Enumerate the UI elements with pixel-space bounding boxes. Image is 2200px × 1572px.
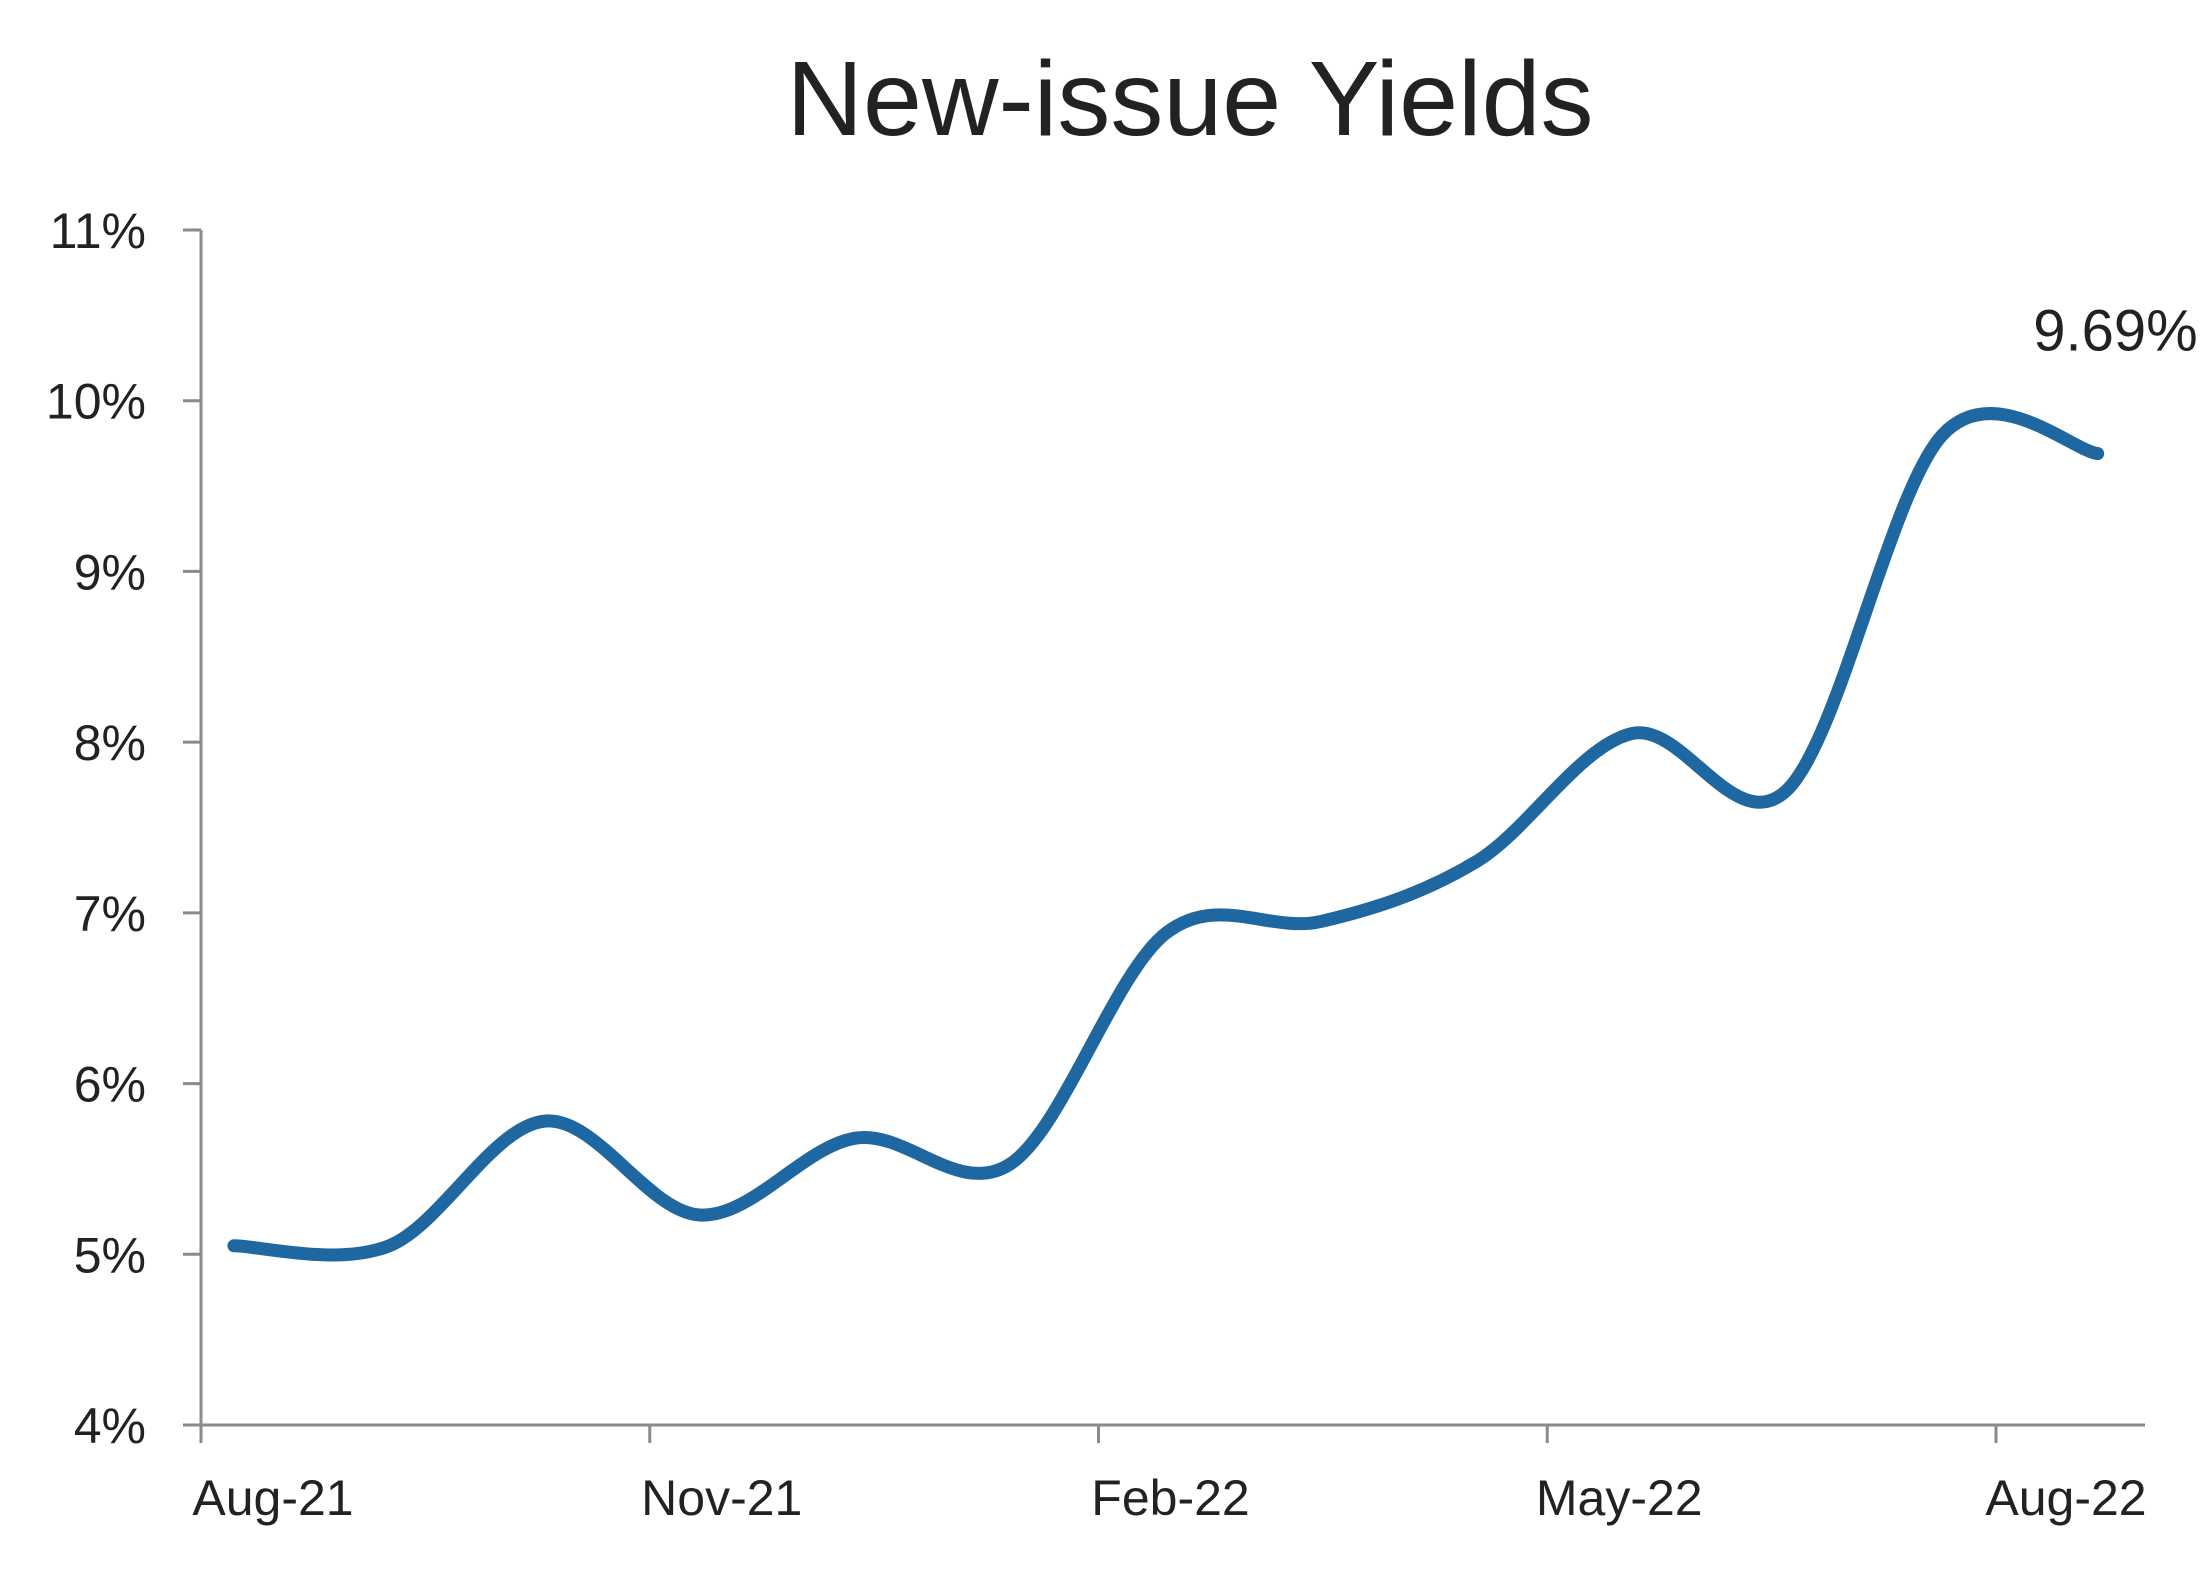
data-label: 9.69%	[2033, 299, 2197, 364]
series-group	[227, 407, 2105, 1262]
y-tick-label: 11%	[50, 203, 146, 259]
x-tick-label: Feb-22	[1091, 1470, 1249, 1526]
x-tick-label: May-22	[1536, 1470, 1703, 1526]
y-axis-ticks: 4% 5% 6% 7% 8% 9% 10% 11%	[46, 203, 201, 1454]
y-tick-label: 7%	[74, 886, 146, 942]
series-line	[227, 407, 2105, 1262]
y-tick-label: 8%	[74, 715, 146, 771]
annotation-group: 9.69%	[2033, 299, 2197, 364]
y-tick-label: 5%	[74, 1227, 146, 1283]
y-tick-label: 9%	[74, 544, 146, 600]
y-tick-label: 6%	[74, 1057, 146, 1113]
y-tick-label: 4%	[74, 1398, 146, 1454]
y-tick-label: 10%	[46, 374, 146, 430]
chart-title: New-issue Yields	[786, 40, 1593, 158]
x-tick-label: Nov-21	[641, 1470, 802, 1526]
x-axis-ticks: Aug-21 Nov-21 Feb-22 May-22 Aug-22	[192, 1425, 2147, 1526]
x-tick-label: Aug-21	[192, 1470, 353, 1526]
x-tick-label: Aug-22	[1985, 1470, 2146, 1526]
